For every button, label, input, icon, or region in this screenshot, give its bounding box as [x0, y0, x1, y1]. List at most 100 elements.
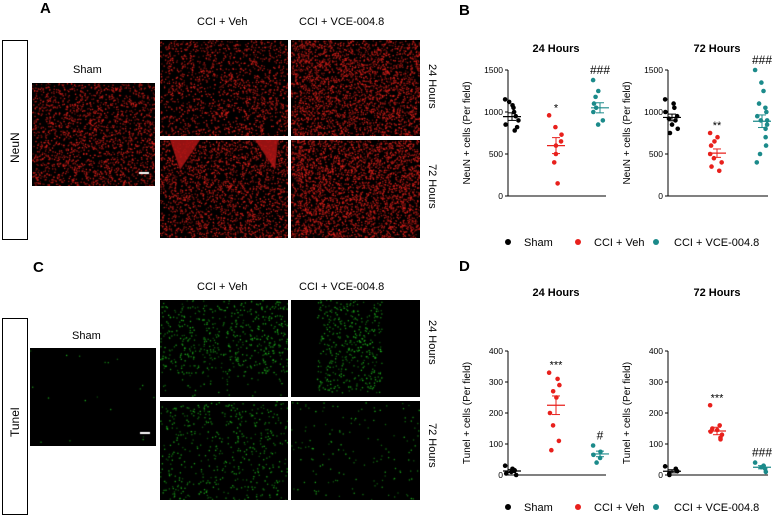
data-point — [764, 109, 769, 115]
y-tick-label: 300 — [649, 377, 663, 387]
y-tick-label: 1500 — [484, 65, 503, 75]
y-tick-label: 0 — [498, 191, 503, 201]
data-point — [590, 77, 596, 83]
data-point — [707, 130, 713, 136]
marker-label-box-c: Tunel — [2, 318, 28, 515]
data-point — [546, 113, 552, 118]
data-point — [763, 469, 769, 475]
y-tick-label: 400 — [649, 346, 663, 356]
data-point — [662, 97, 668, 102]
data-point — [594, 460, 599, 465]
panel-letter-b: B — [459, 2, 470, 19]
marker-label-box-a: NeuN — [2, 40, 28, 240]
data-point — [757, 151, 763, 157]
data-point — [502, 97, 508, 102]
legend-b-vce-marker — [653, 239, 659, 245]
significance-label: # — [597, 429, 604, 443]
chart-title: 72 Hours — [693, 287, 740, 299]
row-label-72h-c: 72 Hours — [426, 423, 438, 468]
data-point — [510, 466, 515, 472]
data-point — [763, 143, 769, 148]
data-point — [759, 80, 764, 85]
y-tick-label: 100 — [649, 439, 663, 449]
y-tick-label: 1000 — [644, 107, 663, 117]
data-point — [764, 118, 770, 123]
y-tick-label: 300 — [489, 377, 503, 387]
data-point — [672, 105, 677, 111]
data-point — [752, 460, 758, 465]
legend-d-sham: Sham — [524, 502, 553, 514]
data-point — [707, 151, 713, 157]
y-tick-label: 1500 — [644, 65, 663, 75]
row-label-24h-a: 24 Hours — [426, 64, 438, 109]
data-point — [715, 134, 720, 140]
data-point — [503, 122, 508, 127]
row-label-24h-c: 24 Hours — [426, 320, 438, 365]
micrograph-a-veh-72h — [160, 140, 288, 238]
data-point — [763, 134, 768, 140]
data-point — [596, 88, 601, 94]
panel-letter-d: D — [459, 258, 470, 275]
significance-label: *** — [711, 392, 725, 404]
marker-label-neun: NeuN — [8, 132, 22, 163]
data-point — [716, 168, 722, 174]
data-point — [502, 463, 508, 468]
y-axis-label: NeuN + cells (Per field) — [462, 81, 473, 184]
y-tick-label: 100 — [489, 439, 503, 449]
chart-title: 24 Hours — [532, 287, 579, 299]
legend-d-sham-marker — [505, 504, 511, 510]
data-point — [556, 438, 562, 444]
y-tick-label: 200 — [649, 408, 663, 418]
data-point — [712, 139, 717, 144]
data-point — [590, 443, 596, 448]
legend-d-vce: CCI + VCE-004.8 — [674, 502, 759, 514]
data-point — [511, 105, 516, 111]
data-point — [707, 402, 713, 408]
data-point — [551, 160, 557, 165]
y-tick-label: 0 — [498, 470, 503, 480]
row-label-72h-a: 72 Hours — [426, 164, 438, 209]
data-point — [756, 101, 762, 106]
sham-label-c: Sham — [72, 330, 101, 342]
significance-label: ### — [752, 446, 772, 460]
data-point — [503, 471, 509, 476]
micrograph-c-vce-72h — [291, 401, 420, 500]
data-point — [667, 130, 673, 136]
data-point — [600, 118, 606, 123]
data-point — [671, 101, 676, 106]
legend-d-vce-marker — [653, 504, 659, 510]
data-point — [591, 101, 597, 106]
data-point — [709, 164, 714, 169]
data-point — [547, 410, 553, 416]
col-label-veh-a: CCI + Veh — [197, 16, 248, 28]
y-tick-label: 0 — [658, 191, 663, 201]
legend-b-veh-marker — [575, 239, 581, 245]
sham-label-a: Sham — [73, 64, 102, 76]
legend-b-sham: Sham — [524, 237, 553, 249]
y-axis-label: Tunel + cells (Per field) — [462, 362, 473, 464]
data-point — [595, 122, 601, 127]
data-point — [717, 423, 722, 428]
y-tick-label: 200 — [489, 408, 503, 418]
data-point — [708, 429, 713, 434]
marker-label-tunel: Tunel — [8, 407, 22, 437]
data-point — [591, 109, 596, 115]
y-axis-label: NeuN + cells (Per field) — [622, 81, 633, 184]
data-point — [513, 472, 519, 478]
data-point — [718, 437, 723, 442]
data-point — [662, 464, 668, 469]
micrograph-c-sham — [30, 348, 156, 446]
data-point — [559, 132, 564, 137]
y-tick-label: 500 — [489, 149, 503, 159]
data-point — [752, 67, 758, 73]
data-point — [555, 376, 560, 382]
data-point — [514, 124, 520, 130]
data-point — [546, 370, 552, 375]
legend-b: Sham CCI + Veh CCI + VCE-004.8 — [505, 237, 759, 249]
col-label-vce-a: CCI + VCE-004.8 — [299, 16, 385, 28]
panel-letter-a: A — [40, 0, 51, 17]
data-point — [506, 99, 512, 105]
significance-label: *** — [550, 360, 564, 372]
micrograph-a-vce-72h — [291, 140, 420, 238]
data-point — [553, 124, 558, 130]
